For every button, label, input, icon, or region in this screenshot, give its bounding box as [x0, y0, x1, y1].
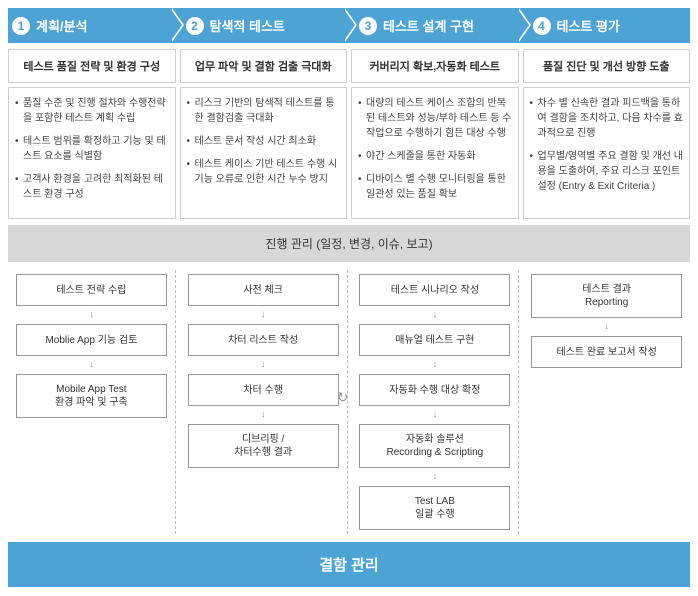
flow-box: 자동화 솔루션 Recording & Scripting — [359, 424, 510, 468]
details-row: 품질 수준 및 진행 절차와 수행전략을 포함한 테스트 계획 수립테스트 범위… — [8, 87, 690, 219]
arrow-down-icon: ↓ — [432, 472, 437, 482]
phase-subtitle: 업무 파악 및 결함 검출 극대화 — [180, 49, 348, 83]
flow-section: 테스트 전략 수립 ↓ Moblie App 기능 검토 ↓ Mobile App Te… — [8, 270, 690, 534]
bullet-item: 업무별/영역별 주요 결함 및 개선 내용을 도출하여, 주요 리스크 포인트 … — [530, 149, 684, 194]
flow-box: Mobile App Test 환경 파악 및 구축 — [16, 374, 167, 418]
phase-title: 탐색적 테스트 — [210, 16, 285, 35]
arrow-down-icon: ↓ — [604, 322, 609, 332]
progress-management-bar: 진행 관리 (일정, 변경, 이슈, 보고) — [8, 225, 690, 262]
cycle-arrow-icon: ↻ — [337, 389, 349, 406]
phase-number: 1 — [12, 17, 30, 35]
flow-column: 테스트 전략 수립 ↓ Moblie App 기능 검토 ↓ Mobile App Te… — [8, 270, 176, 534]
phase-subtitle: 커버리지 확보,자동화 테스트 — [351, 49, 519, 83]
phase-title: 계획/분석 — [36, 16, 87, 35]
bullet-item: 테스트 문서 작성 시간 최소화 — [187, 134, 341, 149]
bullet-list: 차수 별 신속한 결과 피드백을 통하여 결함을 조치하고, 다음 차수를 효과… — [530, 96, 684, 194]
phase-title: 테스트 설계 구현 — [383, 16, 474, 35]
flow-box: 디브리핑 / 차터수행 결과 — [188, 424, 339, 468]
phase-header: 3 테스트 설계 구현 — [343, 8, 517, 43]
arrow-down-icon: ↓ — [432, 410, 437, 420]
bullet-item: 야간 스케줄을 통한 자동화 — [358, 149, 512, 164]
flow-column: 테스트 결과 Reporting ↓ 테스트 완료 보고서 작성 — [523, 270, 690, 534]
arrow-down-icon: ↓ — [432, 310, 437, 320]
flow-box: 자동화 수행 대상 확정 — [359, 374, 510, 406]
flow-box: 차터 리스트 작성 — [188, 324, 339, 356]
detail-column: 리스크 기반의 탐색적 테스트를 통한 결함검출 극대화테스트 문서 작성 시간… — [180, 87, 348, 219]
bullet-item: 테스트 범위를 확정하고 기능 및 테스트 요소를 식별함 — [15, 134, 169, 164]
bullet-list: 품질 수준 및 진행 절차와 수행전략을 포함한 테스트 계획 수립테스트 범위… — [15, 96, 169, 202]
flow-column: ↻ 사전 체크 ↓ 차터 리스트 작성 ↓ 차터 수행 ↓ 디브리핑 / 차터수행 결과 — [180, 270, 348, 534]
arrow-down-icon: ↓ — [89, 310, 94, 320]
bullet-item: 품질 수준 및 진행 절차와 수행전략을 포함한 테스트 계획 수립 — [15, 96, 169, 126]
arrow-down-icon: ↓ — [261, 360, 266, 370]
defect-management-bar: 결함 관리 — [8, 542, 690, 587]
bullet-item: 테스트 케이스 기반 테스트 수행 시 기능 오류로 인한 시간 누수 방지 — [187, 157, 341, 187]
arrow-down-icon: ↓ — [432, 360, 437, 370]
phase-number: 2 — [186, 17, 204, 35]
bullet-item: 디바이스 별 수행 모니터링을 통한 일관성 있는 품질 확보 — [358, 172, 512, 202]
detail-column: 차수 별 신속한 결과 피드백을 통하여 결함을 조치하고, 다음 차수를 효과… — [523, 87, 691, 219]
flow-box: 테스트 완료 보고서 작성 — [531, 336, 682, 368]
phase-header: 1 계획/분석 — [8, 8, 170, 43]
flow-box: 테스트 전략 수립 — [16, 274, 167, 306]
subtitles-row: 테스트 품질 전략 및 환경 구성 업무 파악 및 결함 검출 극대화 커버리지… — [8, 49, 690, 83]
arrow-down-icon: ↓ — [261, 310, 266, 320]
phase-number: 3 — [359, 17, 377, 35]
arrow-down-icon: ↓ — [261, 410, 266, 420]
diagram-container: 1 계획/분석 2 탐색적 테스트 3 테스트 설계 구현 4 테스트 평가 테… — [0, 0, 698, 595]
flow-box: 차터 수행 — [188, 374, 339, 406]
flow-box: Moblie App 기능 검토 — [16, 324, 167, 356]
detail-column: 대량의 테스트 케이스 조합의 반복된 테스트와 성능/부하 테스트 등 수작업… — [351, 87, 519, 219]
phase-header: 4 테스트 평가 — [517, 8, 691, 43]
flow-box: 매뉴얼 테스트 구현 — [359, 324, 510, 356]
bullet-list: 대량의 테스트 케이스 조합의 반복된 테스트와 성능/부하 테스트 등 수작업… — [358, 96, 512, 202]
flow-box: 사전 체크 — [188, 274, 339, 306]
phase-header: 2 탐색적 테스트 — [170, 8, 344, 43]
bullet-item: 리스크 기반의 탐색적 테스트를 통한 결함검출 극대화 — [187, 96, 341, 126]
phase-headers-row: 1 계획/분석 2 탐색적 테스트 3 테스트 설계 구현 4 테스트 평가 — [8, 8, 690, 43]
detail-column: 품질 수준 및 진행 절차와 수행전략을 포함한 테스트 계획 수립테스트 범위… — [8, 87, 176, 219]
phase-number: 4 — [533, 17, 551, 35]
flow-box: 테스트 시나리오 작성 — [359, 274, 510, 306]
flow-column: 테스트 시나리오 작성 ↓ 매뉴얼 테스트 구현 ↓ 자동화 수행 대상 확정 ↓ 자동화 … — [352, 270, 520, 534]
phase-subtitle: 품질 진단 및 개선 방향 도출 — [523, 49, 691, 83]
bullet-item: 대량의 테스트 케이스 조합의 반복된 테스트와 성능/부하 테스트 등 수작업… — [358, 96, 512, 141]
bullet-list: 리스크 기반의 탐색적 테스트를 통한 결함검출 극대화테스트 문서 작성 시간… — [187, 96, 341, 187]
arrow-down-icon: ↓ — [89, 360, 94, 370]
phase-subtitle: 테스트 품질 전략 및 환경 구성 — [8, 49, 176, 83]
bullet-item: 고객사 환경을 고려한 최적화된 테스트 환경 구성 — [15, 172, 169, 202]
bullet-item: 차수 별 신속한 결과 피드백을 통하여 결함을 조치하고, 다음 차수를 효과… — [530, 96, 684, 141]
flow-box: Test LAB 일괄 수행 — [359, 486, 510, 530]
phase-title: 테스트 평가 — [557, 16, 620, 35]
flow-box: 테스트 결과 Reporting — [531, 274, 682, 318]
